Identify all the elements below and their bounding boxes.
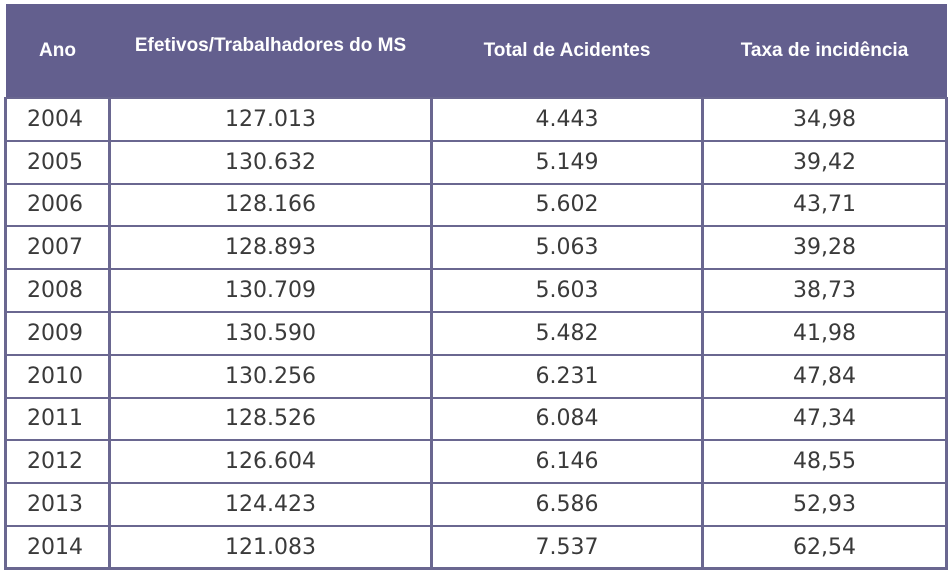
table-row: 2012 126.604 6.146 48,55 [4, 439, 948, 485]
cell-efetivos: 121.083 [108, 524, 433, 571]
cell-taxa-incidencia: 41,98 [701, 310, 948, 356]
cell-total-acidentes: 5.602 [430, 182, 704, 228]
cell-ano: 2011 [4, 396, 111, 442]
cell-ano: 2014 [4, 524, 111, 571]
cell-ano: 2005 [4, 139, 111, 185]
cell-efetivos: 126.604 [108, 439, 433, 485]
cell-taxa-incidencia: 62,54 [701, 524, 948, 571]
table-row: 2011 128.526 6.084 47,34 [4, 396, 948, 442]
cell-efetivos: 128.166 [108, 182, 433, 228]
cell-taxa-incidencia: 39,28 [701, 225, 948, 271]
cell-ano: 2012 [4, 439, 111, 485]
cell-total-acidentes: 4.443 [430, 97, 704, 142]
cell-total-acidentes: 5.063 [430, 225, 704, 271]
table-body: 2004 127.013 4.443 34,98 2005 130.632 5.… [4, 97, 948, 571]
table-row: 2013 124.423 6.586 52,93 [4, 482, 948, 527]
cell-total-acidentes: 5.482 [430, 310, 704, 356]
cell-taxa-incidencia: 47,34 [701, 396, 948, 442]
cell-total-acidentes: 5.603 [430, 268, 704, 313]
header-row: Ano Efetivos/Trabalhadores do MS Total d… [5, 4, 947, 98]
table-row: 2009 130.590 5.482 41,98 [4, 310, 948, 356]
header-ano: Ano [5, 4, 110, 98]
cell-efetivos: 130.256 [108, 353, 433, 399]
cell-ano: 2009 [4, 310, 111, 356]
cell-ano: 2006 [4, 182, 111, 228]
cell-efetivos: 127.013 [108, 97, 433, 142]
header-taxa-incidencia: Taxa de incidência [702, 4, 947, 98]
table-row: 2007 128.893 5.063 39,28 [4, 225, 948, 271]
cell-taxa-incidencia: 48,55 [701, 439, 948, 485]
cell-ano: 2007 [4, 225, 111, 271]
cell-efetivos: 130.590 [108, 310, 433, 356]
cell-ano: 2008 [4, 268, 111, 313]
cell-total-acidentes: 6.586 [430, 482, 704, 527]
table-row: 2014 121.083 7.537 62,54 [4, 524, 948, 571]
table-header: Ano Efetivos/Trabalhadores do MS Total d… [5, 4, 947, 98]
table-row: 2008 130.709 5.603 38,73 [4, 268, 948, 313]
cell-ano: 2004 [4, 97, 111, 142]
cell-taxa-incidencia: 39,42 [701, 139, 948, 185]
cell-efetivos: 128.893 [108, 225, 433, 271]
cell-efetivos: 128.526 [108, 396, 433, 442]
cell-total-acidentes: 7.537 [430, 524, 704, 571]
cell-taxa-incidencia: 52,93 [701, 482, 948, 527]
header-total-acidentes: Total de Acidentes [431, 4, 703, 98]
table-row: 2005 130.632 5.149 39,42 [4, 139, 948, 185]
cell-total-acidentes: 5.149 [430, 139, 704, 185]
cell-efetivos: 124.423 [108, 482, 433, 527]
cell-total-acidentes: 6.231 [430, 353, 704, 399]
cell-taxa-incidencia: 47,84 [701, 353, 948, 399]
cell-taxa-incidencia: 34,98 [701, 97, 948, 142]
data-table-container: Ano Efetivos/Trabalhadores do MS Total d… [4, 4, 948, 571]
cell-ano: 2013 [4, 482, 111, 527]
table-row: 2006 128.166 5.602 43,71 [4, 182, 948, 228]
cell-ano: 2010 [4, 353, 111, 399]
cell-efetivos: 130.632 [108, 139, 433, 185]
cell-total-acidentes: 6.084 [430, 396, 704, 442]
table-row: 2004 127.013 4.443 34,98 [4, 97, 948, 142]
cell-efetivos: 130.709 [108, 268, 433, 313]
accidents-table: Ano Efetivos/Trabalhadores do MS Total d… [4, 4, 948, 571]
cell-taxa-incidencia: 38,73 [701, 268, 948, 313]
cell-total-acidentes: 6.146 [430, 439, 704, 485]
header-efetivos: Efetivos/Trabalhadores do MS [109, 4, 432, 98]
cell-taxa-incidencia: 43,71 [701, 182, 948, 228]
table-row: 2010 130.256 6.231 47,84 [4, 353, 948, 399]
